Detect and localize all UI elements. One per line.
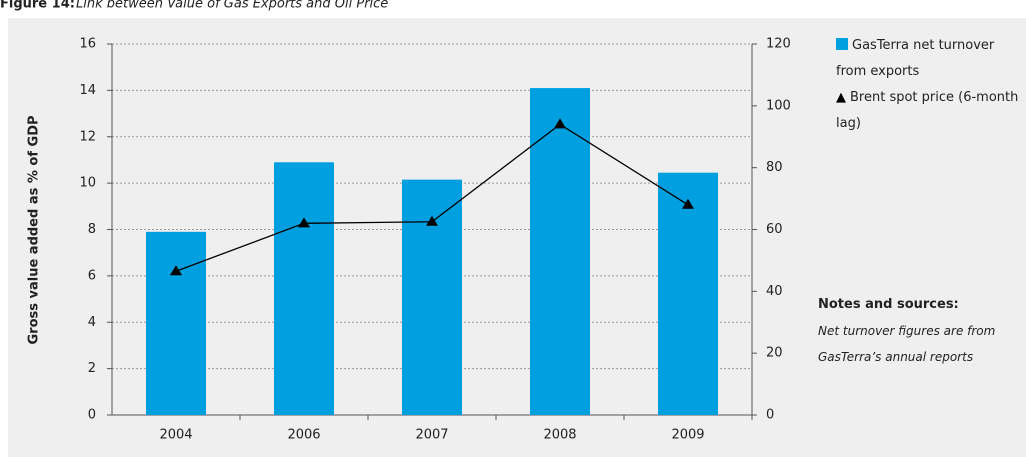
marker [426,215,438,226]
bar [146,231,206,415]
notes-heading: Notes and sources: [818,297,959,312]
y2-tick-label: 20 [766,346,783,361]
legend-label: Brent spot price (6-month lag) [836,90,1019,131]
legend-swatch [836,38,848,50]
y2-tick-label: 120 [766,37,791,52]
y2-tick-label: 60 [766,222,783,237]
legend-marker: ▲ [836,90,846,105]
y2-tick-label: 100 [766,98,791,113]
y2-tick-label: 80 [766,160,783,175]
chart-subtitle: Link between Value of Gas Exports and Oi… [76,0,388,12]
y-tick-label: 16 [79,37,96,52]
y-tick-label: 8 [88,222,96,237]
marker [170,265,182,276]
x-tick-label: 2004 [159,428,192,443]
notes: Notes and sources: Net turnover figures … [818,292,1008,370]
y-tick-label: 14 [79,83,96,98]
bar [402,179,462,415]
x-tick-label: 2006 [287,428,320,443]
x-tick-label: 2009 [671,428,704,443]
notes-text: Net turnover figures are from GasTerra’s… [818,324,996,364]
chart-title: Figure 14: [0,0,75,12]
marker [682,198,694,209]
x-tick-label: 2008 [543,428,576,443]
bar [658,172,718,415]
x-tick-label: 2007 [415,428,448,443]
y-tick-label: 4 [88,315,96,330]
legend: GasTerra net turnover from exports ▲ Bren… [836,33,1026,137]
y-tick-label: 6 [88,268,96,283]
legend-item: GasTerra net turnover from exports [836,33,1026,85]
legend-label: GasTerra net turnover from exports [836,38,995,79]
y-axis-label: Gross value added as % of GDP [27,115,42,344]
y-tick-label: 2 [88,361,96,376]
y2-tick-label: 0 [766,408,774,423]
legend-item: ▲ Brent spot price (6-month lag) [836,85,1026,137]
y-tick-label: 0 [88,408,96,423]
marker [298,217,310,228]
bar [274,162,334,415]
marker [554,118,566,129]
y-tick-label: 12 [79,129,96,144]
bar [530,88,590,416]
y2-tick-label: 40 [766,284,783,299]
y-tick-label: 10 [79,176,96,191]
